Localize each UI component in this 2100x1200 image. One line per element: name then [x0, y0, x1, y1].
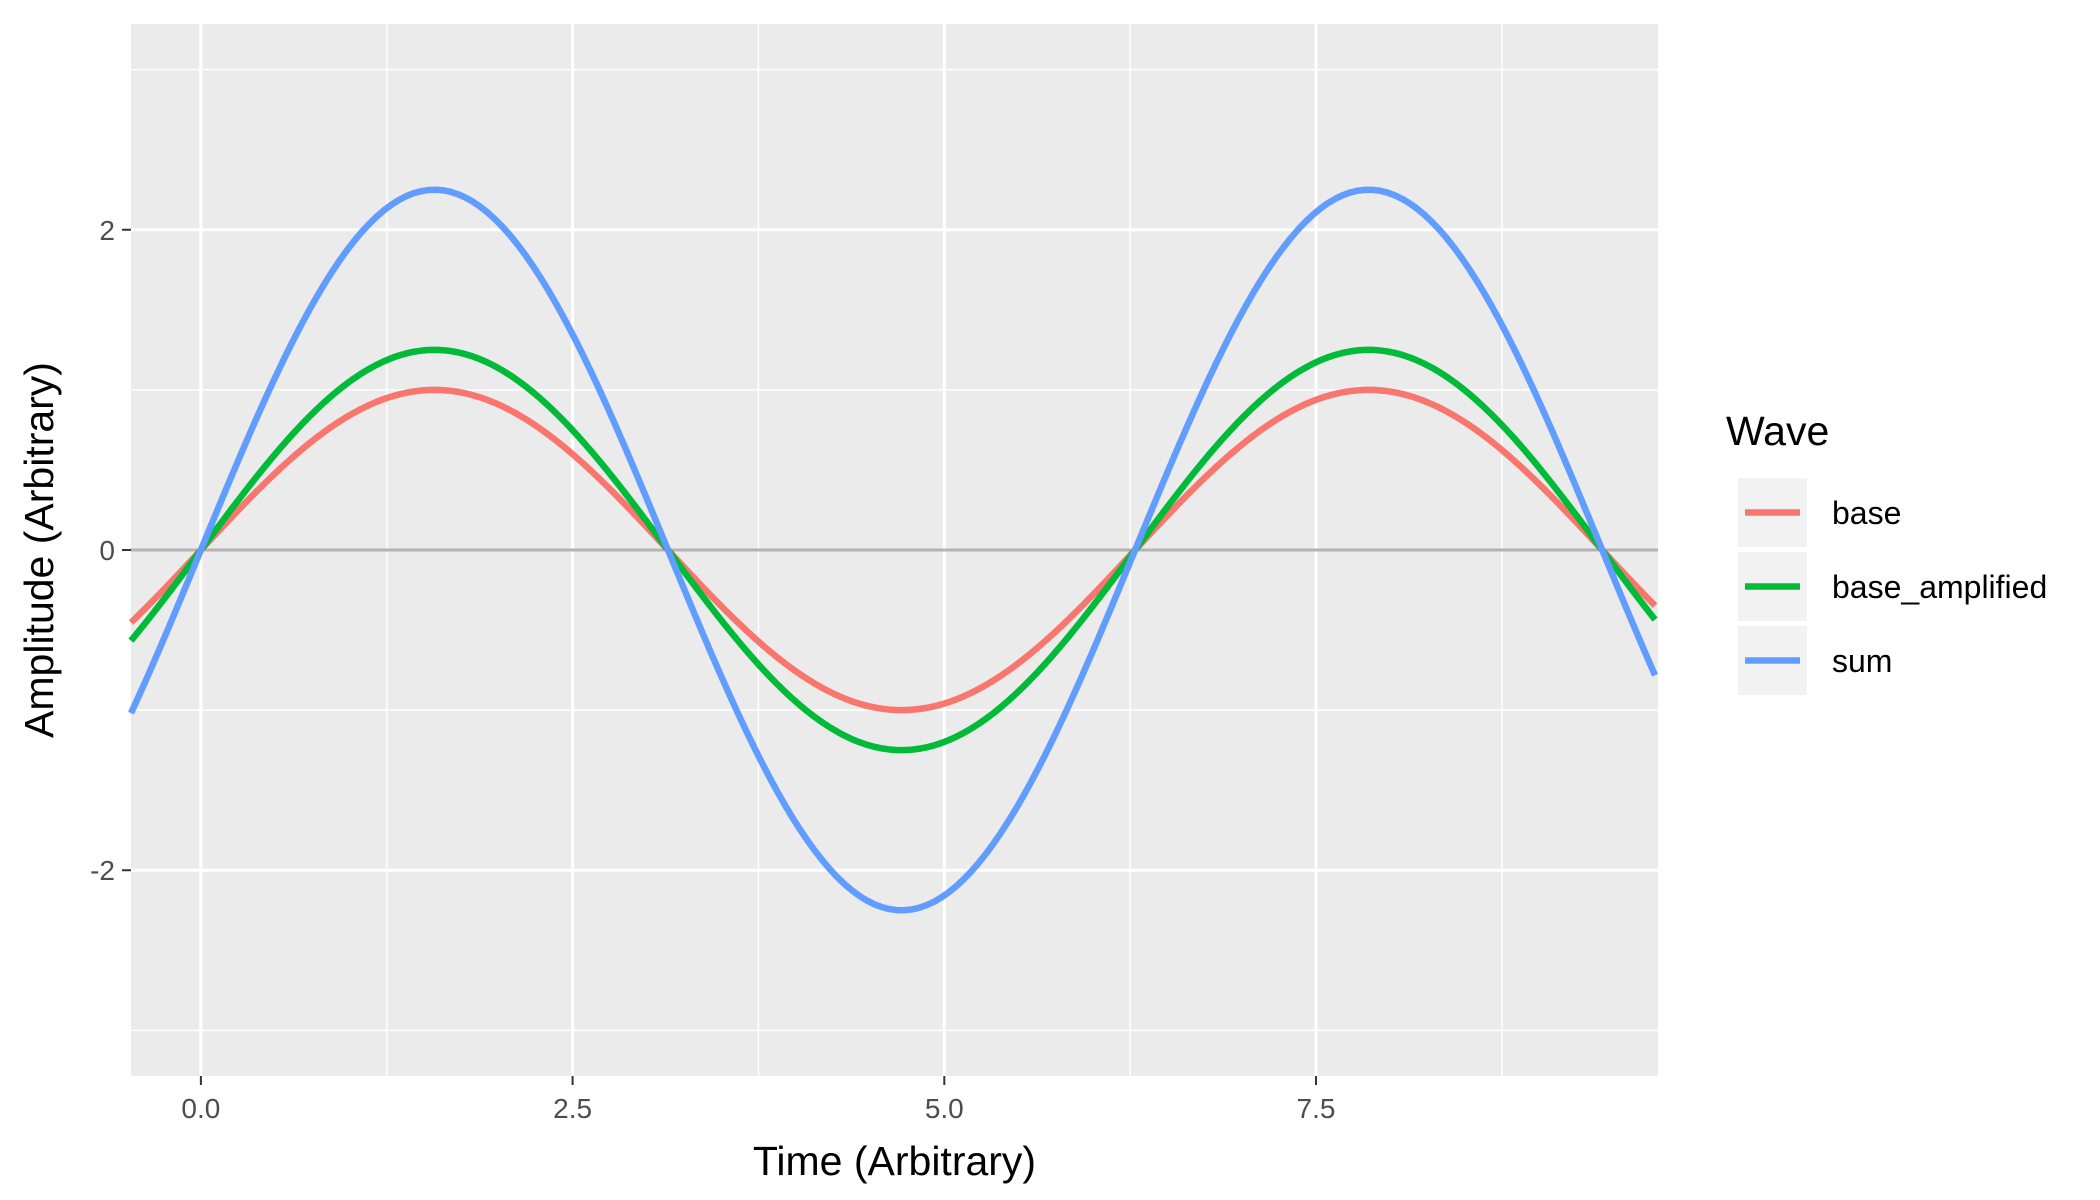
legend-title: Wave — [1726, 408, 1829, 454]
y-axis: -2 0 2 — [90, 215, 131, 886]
series-line-sum — [128, 186, 1659, 914]
y-tick-label: -2 — [90, 855, 115, 886]
x-tick-label: 0.0 — [181, 1093, 220, 1124]
y-axis-title: Amplitude (Arbitrary) — [16, 362, 62, 738]
y-tick-label: 0 — [99, 535, 115, 566]
legend-label-sum: sum — [1832, 643, 1892, 679]
legend-label-base_amplified: base_amplified — [1832, 569, 2047, 605]
series-line-base — [128, 386, 1658, 714]
x-tick-label: 5.0 — [925, 1093, 964, 1124]
series-lines — [128, 186, 1659, 914]
x-axis-title: Time (Arbitrary) — [753, 1138, 1036, 1184]
x-axis: 0.0 2.5 5.0 7.5 — [181, 1076, 1335, 1124]
x-tick-label: 2.5 — [553, 1093, 592, 1124]
x-tick-label: 7.5 — [1297, 1093, 1336, 1124]
y-tick-label: 2 — [99, 215, 115, 246]
legend-label-base: base — [1832, 495, 1901, 531]
series-line-base_amplified — [128, 346, 1658, 754]
